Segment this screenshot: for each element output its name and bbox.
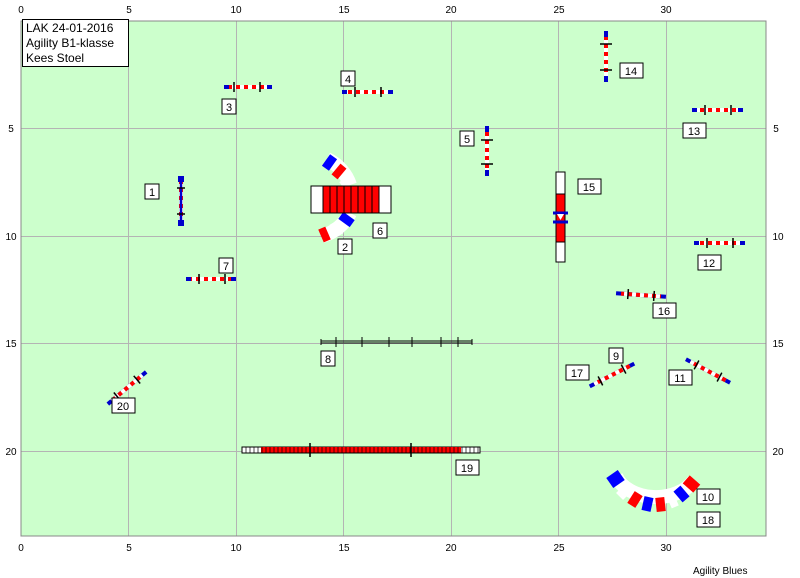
label-12: 12 [697, 254, 722, 271]
label-13: 13 [682, 122, 707, 139]
svg-text:6: 6 [377, 226, 383, 238]
x-tick-label: 25 [553, 5, 565, 16]
label-4: 4 [340, 70, 356, 87]
x-tick-label: 10 [230, 5, 242, 16]
y-tick-label: 5 [8, 124, 14, 135]
weave-19 [241, 443, 481, 457]
svg-text:13: 13 [688, 126, 700, 138]
tunnel-15 [553, 171, 568, 263]
svg-text:19: 19 [461, 463, 473, 475]
y-tick-label: 5 [773, 124, 779, 135]
svg-text:20: 20 [117, 401, 129, 413]
svg-text:18: 18 [702, 515, 714, 527]
x-tick-label: 5 [126, 543, 132, 554]
svg-text:12: 12 [703, 258, 715, 270]
jump-20 [106, 370, 148, 406]
y-tick-label: 15 [772, 339, 784, 350]
course-class: Agility B1-klasse [26, 36, 115, 50]
course-date-title: LAK 24-01-2016 [26, 21, 114, 35]
x-tick-label: 20 [445, 543, 457, 554]
y-tick-label: 15 [5, 339, 17, 350]
label-10: 10 [696, 488, 721, 505]
jump-9 [588, 361, 636, 389]
x-axis-top: 0 5 10 15 20 25 30 [18, 5, 672, 16]
svg-text:8: 8 [325, 354, 331, 366]
tunnel-2 [318, 152, 357, 243]
y-tick-label: 20 [5, 447, 17, 458]
label-18: 18 [696, 511, 721, 528]
jump-13 [692, 105, 743, 115]
x-tick-label: 0 [18, 5, 24, 16]
jump-14 [600, 31, 612, 82]
footer-brand: Agility Blues [693, 566, 748, 577]
y-axis-left: 5 10 15 20 [5, 124, 17, 458]
label-2: 2 [337, 238, 353, 255]
svg-text:16: 16 [658, 306, 670, 318]
y-tick-label: 10 [772, 232, 784, 243]
jump-11 [684, 357, 732, 385]
label-14: 14 [619, 62, 644, 79]
tunnel-6 [310, 185, 392, 214]
svg-text:10: 10 [702, 492, 714, 504]
x-tick-label: 20 [445, 5, 457, 16]
jump-4 [342, 87, 393, 97]
course-judge: Kees Stoel [26, 51, 85, 65]
jump-12 [694, 238, 745, 248]
label-16: 16 [652, 302, 677, 319]
label-7: 7 [218, 257, 234, 274]
svg-text:2: 2 [342, 242, 348, 254]
svg-text:7: 7 [223, 261, 229, 273]
jump-5 [481, 126, 493, 176]
svg-text:14: 14 [625, 66, 637, 78]
label-20: 20 [111, 397, 136, 414]
svg-text:17: 17 [571, 368, 583, 380]
svg-text:1: 1 [149, 187, 155, 199]
tunnel-10 [606, 469, 701, 512]
field [21, 21, 766, 536]
x-tick-label: 0 [18, 543, 24, 554]
label-15: 15 [577, 178, 602, 195]
label-19: 19 [455, 459, 480, 476]
label-11: 11 [668, 369, 693, 386]
jump-1 [177, 176, 185, 226]
label-6: 6 [372, 222, 388, 239]
jump-3 [224, 82, 272, 92]
y-tick-label: 10 [5, 232, 17, 243]
x-tick-label: 15 [338, 5, 350, 16]
svg-text:4: 4 [345, 74, 351, 86]
svg-text:11: 11 [674, 373, 685, 385]
label-8: 8 [320, 350, 336, 367]
x-tick-label: 5 [126, 5, 132, 16]
y-tick-label: 20 [772, 447, 784, 458]
label-1: 1 [144, 183, 160, 200]
x-tick-label: 30 [660, 5, 672, 16]
svg-text:15: 15 [583, 182, 595, 194]
label-5: 5 [459, 130, 475, 147]
label-17: 17 [565, 364, 590, 381]
svg-text:9: 9 [613, 351, 619, 363]
x-tick-label: 30 [660, 543, 672, 554]
label-9: 9 [608, 347, 624, 364]
x-tick-label: 25 [553, 543, 565, 554]
course-info-box: LAK 24-01-2016 Agility B1-klasse Kees St… [22, 19, 129, 67]
svg-text:3: 3 [226, 102, 232, 114]
x-tick-label: 10 [230, 543, 242, 554]
y-axis-right: 5 10 15 20 [772, 124, 784, 458]
x-tick-label: 15 [338, 543, 350, 554]
x-axis-bottom: 0 5 10 15 20 25 30 [18, 543, 672, 554]
jump-7 [186, 274, 236, 284]
label-3: 3 [221, 98, 237, 115]
svg-text:5: 5 [464, 134, 470, 146]
jump-16 [615, 289, 667, 301]
dogwalk-8 [320, 337, 473, 347]
